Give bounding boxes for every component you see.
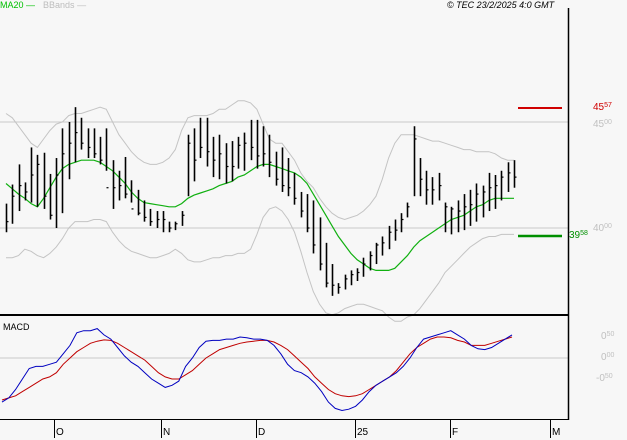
y-axis-label-4500: 4500: [593, 119, 612, 130]
macd-axis-label-neg050: -050: [596, 373, 613, 384]
macd-axis-label-000: 000: [601, 352, 615, 363]
price-panel: [0, 100, 568, 322]
resistance-label: 4557: [593, 102, 612, 113]
legend-ma20: MA20 —: [0, 0, 36, 10]
support-label: 3958: [569, 230, 588, 241]
macd-panel: [0, 328, 568, 412]
y-axis-label-4000: 4000: [593, 223, 612, 234]
macd-axis-label-050: 050: [601, 331, 615, 342]
copyright-timestamp: © TEC 23/2/2025 4:0 GMT: [447, 0, 555, 10]
macd-title: MACD: [3, 322, 30, 332]
legend-bbands: BBands —: [43, 0, 87, 10]
x-tick-feb: F: [452, 427, 459, 438]
x-tick-nov: N: [163, 427, 171, 438]
x-tick-oct: O: [56, 427, 64, 438]
chart-legend: MA20 — BBands —: [0, 0, 86, 10]
chart-frame: [0, 8, 570, 438]
x-tick-mar: M: [552, 427, 561, 438]
x-tick-2025: 25: [357, 427, 369, 438]
x-tick-dec: D: [258, 427, 266, 438]
